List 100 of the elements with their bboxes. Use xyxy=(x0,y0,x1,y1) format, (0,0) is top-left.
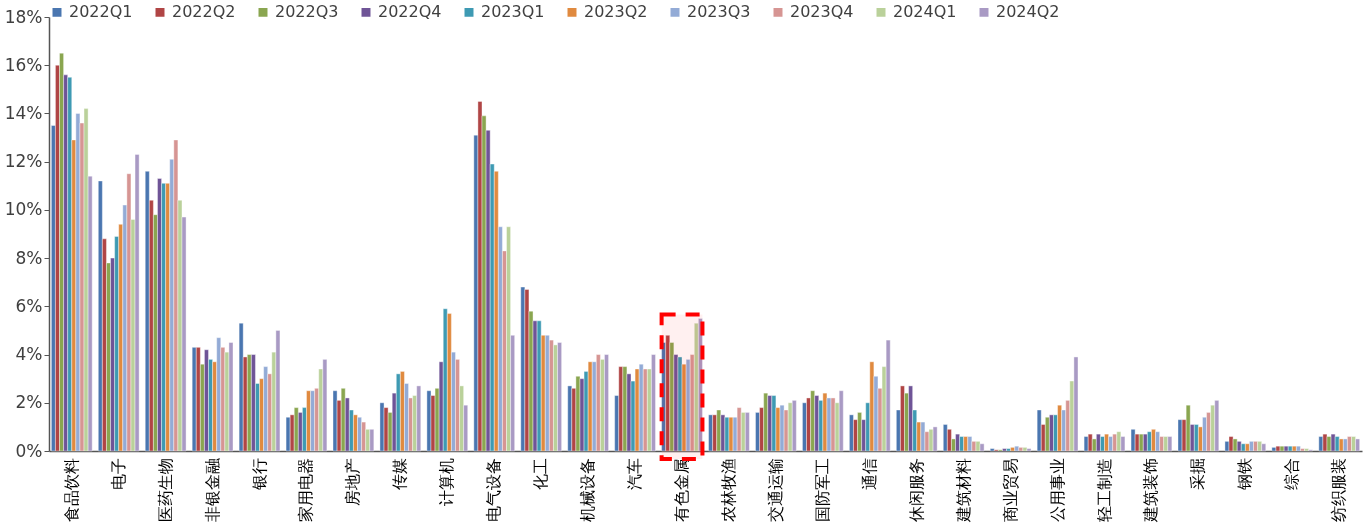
bar xyxy=(83,108,89,452)
bar xyxy=(708,414,713,452)
bar xyxy=(1300,448,1305,452)
x-tick-label: 纺织服装 xyxy=(1329,457,1349,522)
bar xyxy=(1130,429,1136,452)
bar xyxy=(59,52,64,452)
x-tick-label: 建筑材料 xyxy=(953,457,973,523)
bar xyxy=(1014,445,1019,452)
bar xyxy=(698,318,703,452)
y-tick-label: 6% xyxy=(15,295,43,316)
bar xyxy=(1147,431,1152,452)
bar xyxy=(787,402,793,452)
bar xyxy=(908,385,913,452)
x-tick-label: 非银金融 xyxy=(202,457,222,522)
y-tick-label: 2% xyxy=(15,392,43,413)
bar xyxy=(567,385,573,452)
bar xyxy=(1073,356,1079,452)
bar xyxy=(779,404,785,452)
y-tick-label: 18% xyxy=(4,6,43,27)
bar xyxy=(1036,409,1042,452)
legend-label: 2022Q4 xyxy=(378,2,442,22)
bar xyxy=(745,412,750,452)
bar xyxy=(1049,414,1054,452)
bar xyxy=(810,390,815,452)
bar xyxy=(822,392,828,452)
legend-label: 2022Q1 xyxy=(69,2,133,22)
legend-label: 2023Q3 xyxy=(687,2,751,22)
x-tick-label: 银行 xyxy=(249,457,269,491)
bar xyxy=(1334,436,1340,452)
bar xyxy=(1326,436,1332,452)
bar xyxy=(557,342,562,452)
bar xyxy=(340,388,346,452)
x-tick-label: 通信 xyxy=(859,457,879,490)
x-tick-label: 传媒 xyxy=(390,457,410,490)
bar xyxy=(506,226,511,452)
legend-label: 2023Q1 xyxy=(481,2,545,22)
x-tick-label: 国防军工 xyxy=(812,457,832,522)
bar xyxy=(1057,404,1062,452)
bar xyxy=(1347,436,1352,452)
bar xyxy=(1318,436,1324,452)
bar xyxy=(1241,443,1246,452)
bar xyxy=(838,390,844,452)
bar xyxy=(1232,438,1238,452)
bar xyxy=(959,436,964,452)
bar xyxy=(173,139,179,452)
bar xyxy=(216,337,221,452)
y-tick-label: 16% xyxy=(4,54,43,75)
bar xyxy=(306,390,311,452)
y-tick-label: 4% xyxy=(15,344,43,365)
bar xyxy=(536,320,542,452)
bar xyxy=(157,178,162,452)
bar xyxy=(849,414,854,452)
x-tick-label: 采掘 xyxy=(1188,457,1208,490)
x-tick-label: 房地产 xyxy=(343,457,363,506)
bar xyxy=(134,154,140,452)
bar xyxy=(251,354,256,452)
bar xyxy=(979,443,985,452)
bar xyxy=(1330,433,1336,452)
bar xyxy=(767,395,773,452)
bar xyxy=(1022,447,1028,452)
bar xyxy=(238,323,244,452)
bar xyxy=(1096,433,1101,452)
bar xyxy=(1194,424,1199,452)
bar xyxy=(357,417,362,452)
bar xyxy=(975,441,981,452)
bar xyxy=(885,339,891,452)
bar xyxy=(263,366,268,452)
bar xyxy=(869,361,875,452)
x-tick-label: 家用电器 xyxy=(296,457,316,522)
bar xyxy=(1116,431,1122,452)
bar xyxy=(1177,419,1183,452)
bar xyxy=(191,347,197,452)
bar xyxy=(1304,448,1309,452)
legend-label: 2022Q2 xyxy=(172,2,236,22)
bar xyxy=(379,402,385,452)
y-tick-label: 0% xyxy=(15,440,43,461)
bar xyxy=(332,390,338,452)
bar xyxy=(145,171,150,452)
bar xyxy=(426,390,432,452)
bar xyxy=(932,426,938,452)
x-tick-label: 汽车 xyxy=(625,457,645,490)
bar xyxy=(1010,447,1015,452)
bar xyxy=(1261,443,1266,452)
bar xyxy=(792,400,797,452)
bar xyxy=(638,364,644,452)
bar xyxy=(524,289,530,452)
bar xyxy=(1283,445,1289,452)
bar xyxy=(1245,443,1250,452)
bar xyxy=(285,417,291,452)
x-tick-label: 电气设备 xyxy=(484,457,504,522)
bar xyxy=(361,421,366,452)
bar xyxy=(1151,429,1156,452)
bar xyxy=(549,339,554,452)
bar xyxy=(651,354,656,452)
bar xyxy=(369,429,375,452)
bar xyxy=(1143,433,1148,452)
x-tick-label: 轻工制造 xyxy=(1094,457,1114,522)
bar xyxy=(900,385,905,452)
bar xyxy=(98,180,103,452)
x-tick-label: 综合 xyxy=(1282,457,1302,490)
